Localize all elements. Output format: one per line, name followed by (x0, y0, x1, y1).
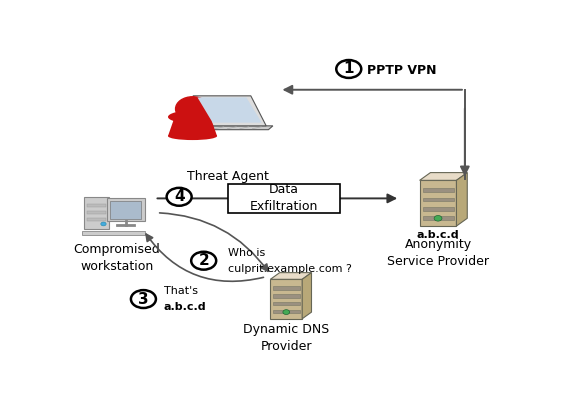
Ellipse shape (168, 110, 217, 123)
Circle shape (131, 290, 156, 308)
Text: Anonymity
Service Provider: Anonymity Service Provider (387, 238, 489, 269)
Text: a.b.c.d: a.b.c.d (416, 230, 460, 240)
Text: Compromised
workstation: Compromised workstation (73, 243, 160, 273)
Polygon shape (270, 273, 312, 279)
FancyBboxPatch shape (87, 218, 106, 221)
Text: Who is: Who is (228, 247, 266, 257)
FancyBboxPatch shape (84, 197, 109, 229)
Circle shape (336, 60, 361, 78)
Circle shape (101, 222, 106, 226)
Polygon shape (193, 96, 266, 126)
Polygon shape (206, 126, 273, 129)
FancyBboxPatch shape (273, 302, 300, 305)
Polygon shape (168, 117, 217, 136)
Polygon shape (456, 173, 467, 226)
FancyBboxPatch shape (270, 279, 302, 319)
Text: 3: 3 (138, 292, 149, 307)
FancyBboxPatch shape (107, 198, 145, 221)
Text: Data
Exfiltration: Data Exfiltration (250, 183, 318, 213)
Circle shape (434, 215, 442, 221)
FancyBboxPatch shape (110, 201, 141, 219)
Text: 2: 2 (198, 253, 209, 268)
FancyBboxPatch shape (423, 216, 453, 220)
FancyBboxPatch shape (82, 231, 145, 235)
FancyBboxPatch shape (420, 181, 456, 226)
FancyBboxPatch shape (273, 310, 300, 313)
Text: Threat Agent: Threat Agent (187, 170, 269, 183)
Text: 4: 4 (174, 189, 184, 204)
Circle shape (166, 188, 192, 206)
FancyBboxPatch shape (273, 286, 300, 290)
Polygon shape (420, 173, 467, 181)
FancyBboxPatch shape (87, 204, 106, 207)
Text: a.b.c.d: a.b.c.d (164, 302, 206, 312)
FancyBboxPatch shape (228, 184, 340, 213)
FancyBboxPatch shape (423, 188, 453, 192)
Text: Dynamic DNS
Provider: Dynamic DNS Provider (243, 323, 329, 353)
Polygon shape (198, 98, 262, 123)
Circle shape (176, 97, 210, 121)
Circle shape (191, 252, 216, 270)
FancyBboxPatch shape (87, 211, 106, 214)
Ellipse shape (168, 132, 217, 140)
FancyBboxPatch shape (423, 207, 453, 210)
Text: culprit.example.com ?: culprit.example.com ? (228, 264, 352, 274)
Text: That's: That's (164, 286, 198, 296)
Text: PPTP VPN: PPTP VPN (366, 64, 436, 77)
Polygon shape (302, 273, 312, 319)
Text: 1: 1 (343, 61, 354, 76)
FancyBboxPatch shape (273, 294, 300, 298)
Circle shape (283, 310, 290, 315)
FancyBboxPatch shape (423, 198, 453, 201)
